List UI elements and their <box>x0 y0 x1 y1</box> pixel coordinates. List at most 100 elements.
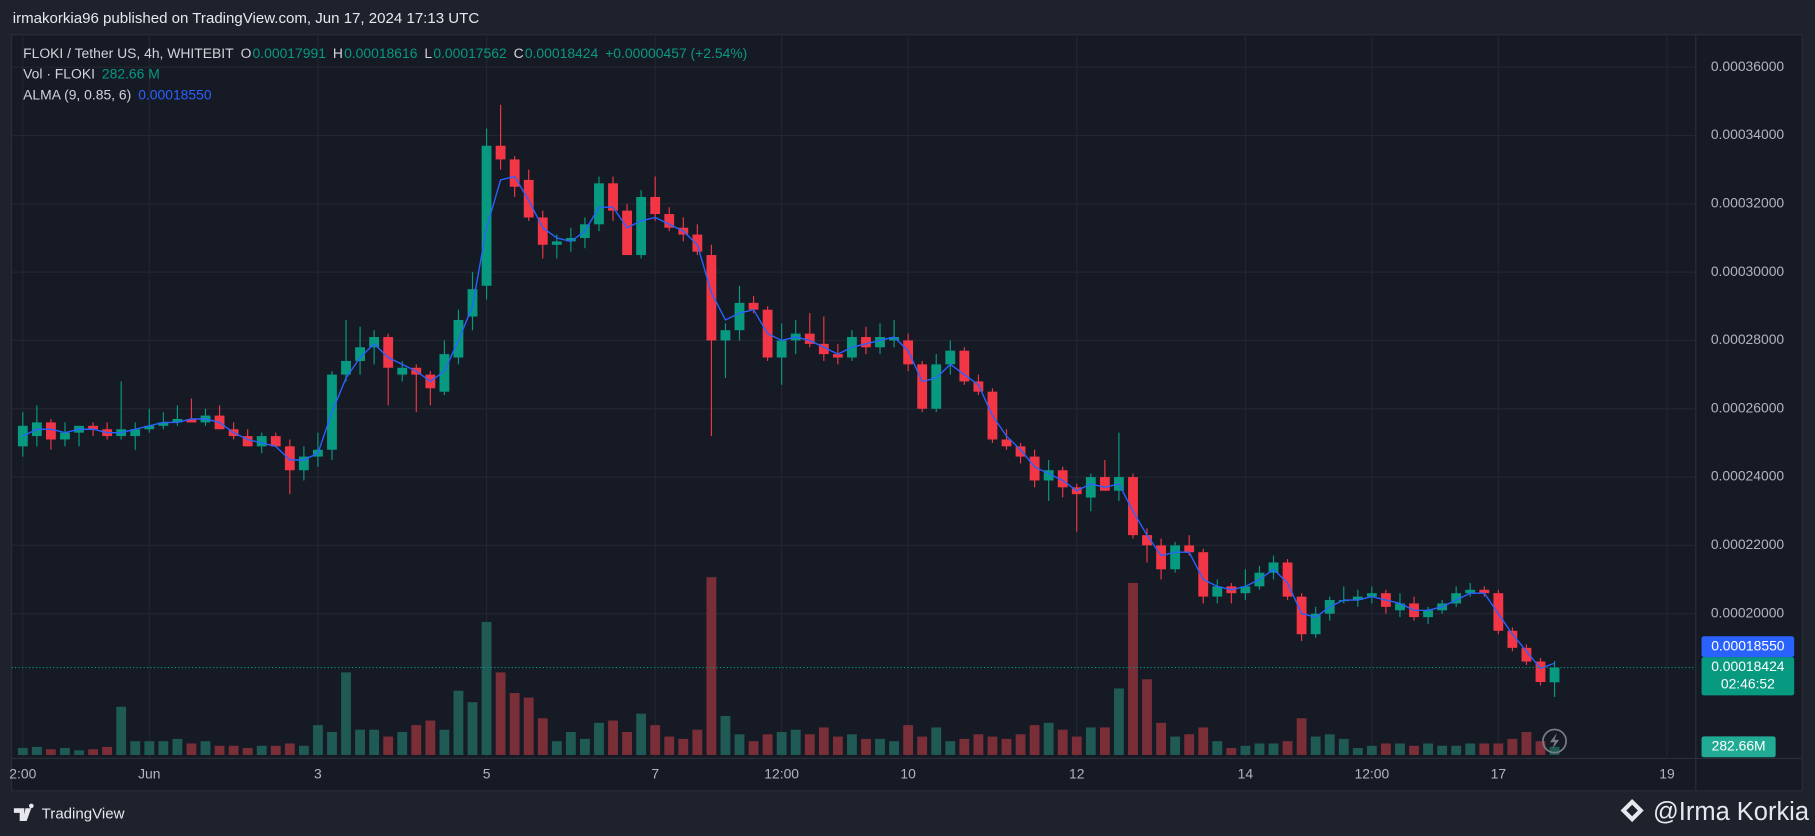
y-tick-label: 0.00032000 <box>1711 194 1785 210</box>
volume-bar <box>622 732 632 755</box>
candle-body <box>903 340 914 365</box>
replay-icon[interactable] <box>1542 728 1568 754</box>
volume-bar <box>481 621 492 755</box>
volume-bar <box>1254 743 1265 755</box>
volume-bar <box>1198 727 1209 755</box>
ohlc-value: 0.00017991 <box>252 45 326 62</box>
candle-body <box>594 183 604 225</box>
legend: FLOKI / Tether US, 4h, WHITEBIT O0.000179… <box>23 43 754 106</box>
volume-bar <box>1366 745 1377 755</box>
volume-bar <box>537 718 548 755</box>
volume-bar <box>1423 743 1433 755</box>
candle-body <box>397 367 408 375</box>
candle-body <box>158 422 169 426</box>
candle-body <box>720 330 731 341</box>
candle-body <box>650 196 661 215</box>
volume-bar <box>284 743 295 755</box>
candle-body <box>1268 562 1279 573</box>
volume-bar <box>242 748 253 755</box>
candle-body <box>60 432 70 440</box>
volume-bar <box>565 732 576 755</box>
candle-body <box>622 210 632 256</box>
candle-body <box>383 337 394 368</box>
price-badge <box>1701 657 1795 696</box>
volume-bar <box>1324 734 1335 755</box>
candle-body <box>1493 593 1504 631</box>
candle-body <box>523 179 534 218</box>
volume-bar <box>1507 738 1518 755</box>
volume-bar <box>1156 722 1166 755</box>
volume-bar <box>804 734 815 755</box>
candle-body <box>1535 661 1546 683</box>
volume-bar <box>762 734 773 755</box>
volume-bar <box>1521 732 1532 755</box>
brand-logo <box>13 803 34 821</box>
ohlc-value: 0.00017562 <box>433 45 507 62</box>
candle-body <box>495 145 506 160</box>
candle-body <box>748 302 759 310</box>
volume-bar <box>270 745 281 755</box>
x-tick-label: 14 <box>1238 765 1254 781</box>
volume-bar <box>1451 745 1462 755</box>
candle-body <box>1099 477 1110 491</box>
candle-body <box>1212 586 1223 597</box>
candle-body <box>931 364 942 409</box>
volume-bar <box>1282 741 1293 755</box>
candle-body <box>706 255 717 341</box>
volume-bar <box>1184 734 1195 755</box>
volume-name: Vol · FLOKI <box>23 65 95 83</box>
volume-bar <box>1043 722 1054 755</box>
y-tick-label: 0.00034000 <box>1711 126 1785 142</box>
candle-body <box>1521 647 1532 662</box>
candle-body <box>818 343 829 355</box>
candle-body <box>298 456 309 471</box>
candle-body <box>1366 593 1377 597</box>
volume-line: Vol · FLOKI 282.66 M <box>23 64 754 85</box>
alma-line: ALMA (9, 0.85, 6) 0.00018550 <box>23 85 754 106</box>
x-tick-label: 3 <box>314 765 322 781</box>
volume-bar <box>551 741 562 755</box>
replay-icon-bolt <box>1549 732 1560 750</box>
candle-body <box>369 337 380 348</box>
volume-bar <box>734 734 745 755</box>
volume-bar <box>1479 743 1490 755</box>
volume-bar <box>298 745 309 755</box>
volume-bar <box>1338 738 1349 755</box>
volume-bar <box>650 725 661 755</box>
volume-bar <box>200 741 211 755</box>
volume-bar <box>327 732 337 755</box>
candle-body <box>1085 477 1096 498</box>
y-tick-label: 0.00028000 <box>1711 331 1785 347</box>
volume-bar <box>875 738 885 755</box>
volume-bar <box>608 720 618 755</box>
candle-body <box>1352 596 1363 601</box>
candle-body <box>973 381 984 392</box>
candle-body <box>172 419 183 423</box>
volume-bar <box>959 738 970 755</box>
volume-bar <box>790 729 801 755</box>
volume-bar <box>102 746 113 755</box>
x-tick-label: 12:00 <box>1355 765 1390 781</box>
candle-body <box>1128 477 1138 536</box>
candle-body <box>1479 589 1490 594</box>
volume-bar <box>186 743 197 755</box>
ohlc-key: O <box>240 45 252 62</box>
volume-bar <box>861 738 871 755</box>
candle-body <box>945 350 956 365</box>
candle-body <box>1451 593 1462 604</box>
alma-line <box>22 175 1555 670</box>
volume-bar <box>594 722 604 755</box>
candle-body <box>551 241 562 245</box>
alma-badge <box>1701 636 1795 658</box>
volume-bar <box>130 741 141 755</box>
volume-bar <box>158 741 169 755</box>
volume-bar <box>636 713 647 755</box>
candle-body <box>1395 603 1405 611</box>
candle-body <box>692 234 703 252</box>
overlay: 0.00020000 0.00022000 0.00024000 0.00026000… <box>9 58 1795 781</box>
candle-body <box>1507 630 1518 648</box>
x-tick-label: 2:00 <box>9 765 36 781</box>
volume-bar <box>1085 727 1096 755</box>
volume-bar <box>383 736 394 755</box>
countdown: 02:46:52 <box>1721 676 1775 692</box>
